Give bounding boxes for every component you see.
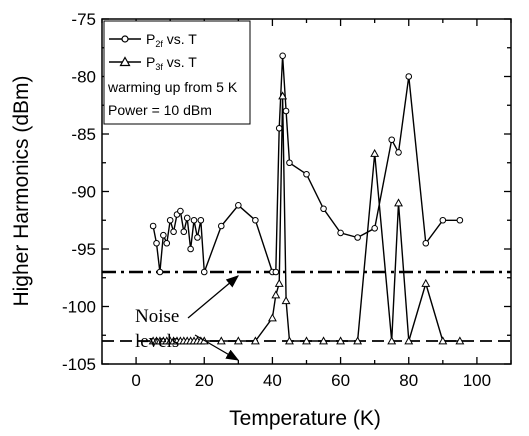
data-point — [275, 124, 283, 132]
data-point — [160, 231, 167, 239]
y-tick-label: -75 — [71, 10, 96, 29]
y-tick-label: -85 — [71, 125, 96, 144]
data-point — [302, 336, 311, 345]
data-point — [252, 216, 259, 224]
annotation-arrow-upper — [187, 275, 239, 319]
data-point — [187, 245, 194, 253]
legend-circle-marker — [121, 35, 129, 43]
data-point — [180, 228, 188, 236]
data-point — [456, 216, 464, 224]
data-point — [388, 136, 396, 144]
data-point — [156, 268, 164, 276]
data-point — [353, 336, 363, 345]
data-point — [170, 228, 177, 236]
data-point — [190, 216, 198, 224]
data-point — [395, 149, 402, 156]
data-point — [271, 290, 281, 299]
axes: 0 20 40 60 80 100 -105 -100 -95 -90 -85 -80 -75 — [62, 10, 512, 390]
data-point — [153, 239, 160, 247]
data-point — [438, 336, 448, 345]
data-point — [354, 234, 361, 241]
data-point — [422, 239, 430, 247]
legend-label-p2f: P2f vs. T — [146, 31, 197, 49]
legend-entry-p2f: P2f vs. T — [109, 31, 197, 49]
y-tick-label: -100 — [62, 298, 96, 317]
y-tick-label: -95 — [71, 240, 96, 259]
legend-entry-p3f: P3f vs. T — [109, 54, 197, 72]
x-tick-label: 20 — [195, 371, 214, 390]
data-point — [197, 216, 205, 224]
x-tick-label: 0 — [131, 371, 140, 390]
data-point — [337, 229, 344, 237]
x-tick-label: 100 — [463, 371, 491, 390]
legend-note-warming: warming up from 5 K — [107, 79, 238, 95]
y-axis-title: Higher Harmonics (dBm) — [10, 75, 33, 306]
legend: P2f vs. T P3f vs. T warming up from 5 K … — [103, 20, 251, 125]
data-point — [387, 336, 397, 345]
y-tick-label: -80 — [71, 68, 96, 87]
annotation-arrow-lower — [194, 334, 240, 361]
data-point — [439, 216, 447, 224]
data-point — [286, 159, 293, 167]
annotation-line2: levels — [135, 331, 179, 352]
annotation-line1: Noise — [135, 306, 179, 327]
data-point — [194, 234, 201, 241]
data-point — [404, 336, 414, 345]
data-point — [272, 268, 280, 276]
data-point — [183, 214, 191, 222]
x-tick-label: 80 — [399, 371, 418, 390]
data-point — [281, 296, 291, 305]
data-point — [320, 205, 327, 213]
data-point — [370, 148, 380, 157]
data-point — [267, 313, 277, 322]
data-point — [278, 91, 288, 100]
data-point — [217, 222, 225, 230]
series-p3f — [148, 91, 465, 345]
data-point — [405, 73, 413, 80]
data-point — [250, 336, 260, 345]
x-tick-label: 60 — [331, 371, 350, 390]
x-axis-title: Temperature (K) — [229, 407, 381, 430]
data-point — [163, 239, 171, 247]
data-point — [177, 207, 184, 215]
data-point — [371, 225, 378, 232]
legend-triangle-marker — [119, 56, 131, 67]
legend-note-power: Power = 10 dBm — [108, 102, 212, 118]
data-point — [285, 336, 294, 345]
series-layer — [148, 52, 465, 345]
data-point — [282, 107, 290, 115]
y-tick-label: -105 — [62, 355, 96, 374]
data-point — [319, 336, 328, 345]
data-point — [455, 336, 465, 345]
data-point — [166, 216, 174, 224]
data-point — [279, 52, 286, 60]
data-point — [216, 336, 226, 345]
x-tick-label: 40 — [263, 371, 282, 390]
data-point — [336, 336, 346, 345]
data-point — [235, 202, 242, 209]
data-point — [149, 222, 157, 230]
data-point — [233, 336, 243, 345]
data-point — [421, 278, 431, 287]
y-tick-label: -90 — [71, 183, 96, 202]
data-point — [303, 170, 310, 178]
legend-label-p3f: P3f vs. T — [146, 54, 197, 72]
noise-annotation: Noise levels — [135, 275, 240, 361]
data-point — [274, 278, 284, 287]
data-point — [394, 198, 403, 207]
data-point — [200, 268, 208, 276]
series-p2f — [149, 52, 464, 276]
